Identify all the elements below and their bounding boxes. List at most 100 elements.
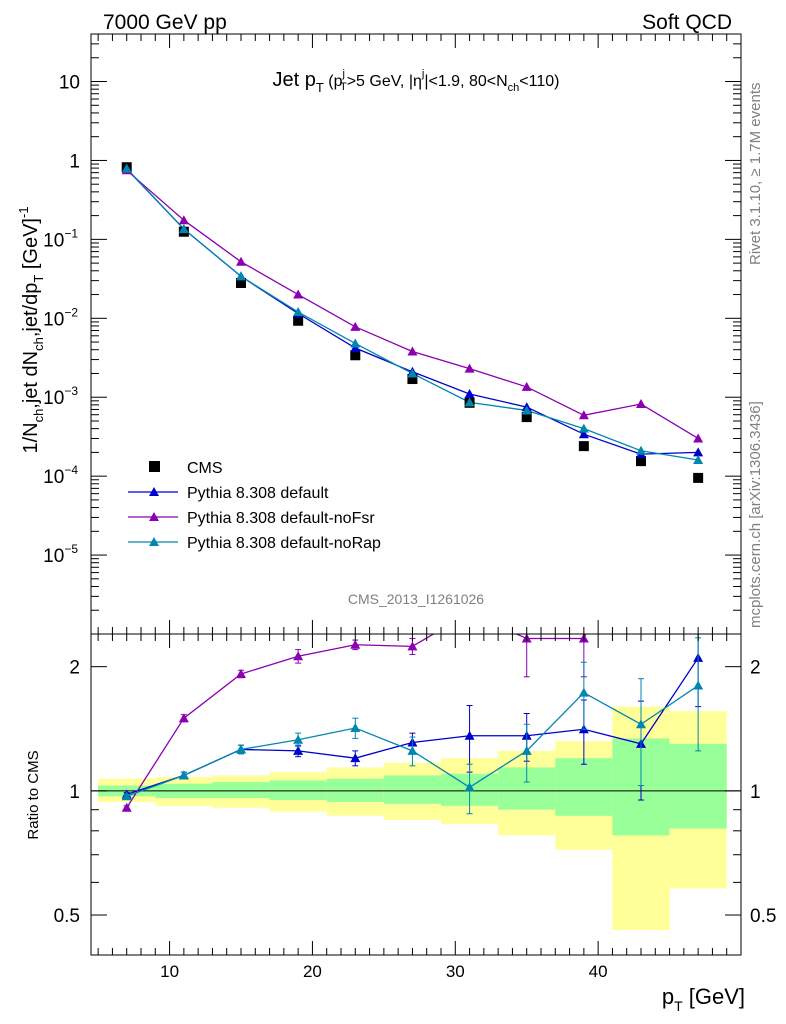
ratio-point — [178, 770, 189, 780]
legend-label: CMS — [187, 460, 223, 477]
ratio-y-axis-label: Ratio to CMS — [25, 750, 42, 839]
ratio-point — [693, 680, 704, 690]
ratio-point — [465, 608, 475, 617]
legend-marker-triangle — [149, 537, 159, 546]
ratio-y-tick-label-left: 0.5 — [54, 906, 80, 927]
main-data-point — [293, 315, 304, 326]
main-data-point — [636, 456, 646, 467]
main-mc-point — [236, 271, 246, 281]
main-mc-point — [236, 256, 246, 266]
main-plot-marks — [121, 162, 704, 483]
main-y-tick-label: 10 — [59, 73, 80, 94]
main-y-axis-label: 1/Nch,jet dNch,jet/dpT [GeV]-1 — [16, 206, 46, 453]
x-tick-label: 30 — [446, 962, 465, 981]
ratio-point — [578, 687, 589, 697]
main-mc-point — [293, 289, 304, 299]
x-tick-label: 40 — [589, 962, 608, 981]
ratio-point — [636, 487, 646, 496]
main-y-tick-label: 10−1 — [43, 226, 78, 251]
main-mc-point — [121, 163, 132, 173]
main-y-tick-label: 10−3 — [43, 384, 78, 409]
ratio-band-inner — [326, 778, 384, 802]
main-y-tick-label: 10−4 — [43, 463, 78, 488]
main-series-line — [126, 169, 699, 440]
main-plot-panel: Jet pT (pj T>5 GeV, |ηj|<1.9, 80<Nch<110)… — [16, 33, 742, 635]
ratio-plot-frame — [90, 633, 742, 956]
ratio-plot-marks — [91, 487, 741, 930]
main-data-point — [407, 374, 418, 385]
ratio-y-tick-label-right: 0.5 — [750, 906, 776, 927]
ratio-point — [350, 639, 361, 649]
main-y-tick-label: 10−2 — [43, 305, 78, 330]
ratio-point — [693, 583, 703, 592]
plot-title: Jet pT (pj T>5 GeV, |ηj|<1.9, 80<Nch<110) — [273, 68, 560, 95]
main-data-point — [693, 472, 704, 483]
main-y-tick-label: 10−5 — [43, 542, 78, 567]
main-mc-point — [464, 363, 475, 373]
mcplots-label: mcplots.cern.ch [arXiv:1306.3436] — [747, 401, 764, 628]
ratio-band-inner — [269, 780, 327, 801]
rivet-version-label: Rivet 3.1.10, ≥ 1.7M events — [747, 83, 764, 266]
main-mc-point — [464, 388, 475, 398]
legend-marker-square — [149, 461, 160, 472]
ratio-point — [293, 745, 304, 755]
main-y-tick-label: 1 — [69, 151, 80, 172]
main-mc-point — [521, 381, 532, 391]
main-mc-point — [178, 224, 189, 234]
header-left-label: 7000 GeV pp — [103, 11, 227, 34]
main-data-point — [350, 350, 361, 361]
main-mc-point — [407, 346, 418, 356]
main-data-point — [578, 441, 589, 452]
legend-marker-triangle — [149, 487, 159, 496]
main-data-point — [236, 278, 246, 289]
main-mc-point — [578, 410, 589, 420]
main-mc-point — [521, 405, 532, 415]
main-data-point — [521, 412, 532, 423]
ratio-band-inner — [383, 775, 441, 804]
legend-label: Pythia 8.308 default-noRap — [187, 535, 381, 552]
main-mc-point — [293, 307, 304, 317]
header-right-label: Soft QCD — [642, 11, 732, 34]
ratio-y-tick-label-left: 1 — [69, 782, 80, 803]
main-mc-point — [693, 455, 704, 465]
ratio-point — [407, 641, 418, 651]
ratio-point — [407, 745, 418, 755]
main-mc-point — [178, 215, 189, 225]
axis-ticks: 10 20 30 40 10 1 10−1 10−2 10−3 10−4 10−5 2 2 1 1 0.5 0.… — [43, 33, 776, 981]
ratio-point — [350, 723, 361, 733]
ratio-y-tick-label-right: 2 — [750, 658, 761, 679]
legend-label: Pythia 8.308 default-noFsr — [187, 510, 375, 527]
ratio-point — [121, 791, 132, 801]
ratio-point — [464, 782, 475, 792]
main-mc-point — [636, 445, 646, 455]
main-mc-point — [636, 399, 646, 409]
x-tick-label: 10 — [160, 962, 179, 981]
x-tick-label: 20 — [303, 962, 322, 981]
ratio-series — [121, 487, 704, 815]
main-mc-point — [350, 321, 361, 331]
ratio-band-inner — [555, 758, 613, 816]
main-mc-point — [578, 429, 589, 439]
ratio-band-inner — [212, 782, 270, 799]
main-mc-point — [693, 447, 704, 457]
ratio-band-inner — [669, 743, 727, 829]
ratio-plot-panel: Ratio to CMS — [25, 487, 742, 956]
main-mc-point — [350, 338, 361, 348]
main-series-line — [126, 168, 699, 461]
main-mc-point — [407, 368, 418, 378]
ratio-point — [236, 744, 246, 754]
ratio-point — [636, 719, 646, 729]
ratio-point — [121, 802, 132, 812]
ratio-point — [236, 668, 246, 678]
main-mc-point — [578, 423, 589, 433]
main-series-line — [126, 168, 699, 455]
ratio-y-tick-label-right: 1 — [750, 782, 761, 803]
ratio-point — [521, 745, 532, 755]
ratio-point — [293, 651, 304, 661]
ratio-point — [293, 734, 304, 744]
legend-marker-triangle — [149, 512, 159, 521]
ratio-y-tick-label-left: 2 — [69, 658, 80, 679]
ratio-point — [350, 753, 361, 763]
main-mc-point — [350, 343, 361, 353]
